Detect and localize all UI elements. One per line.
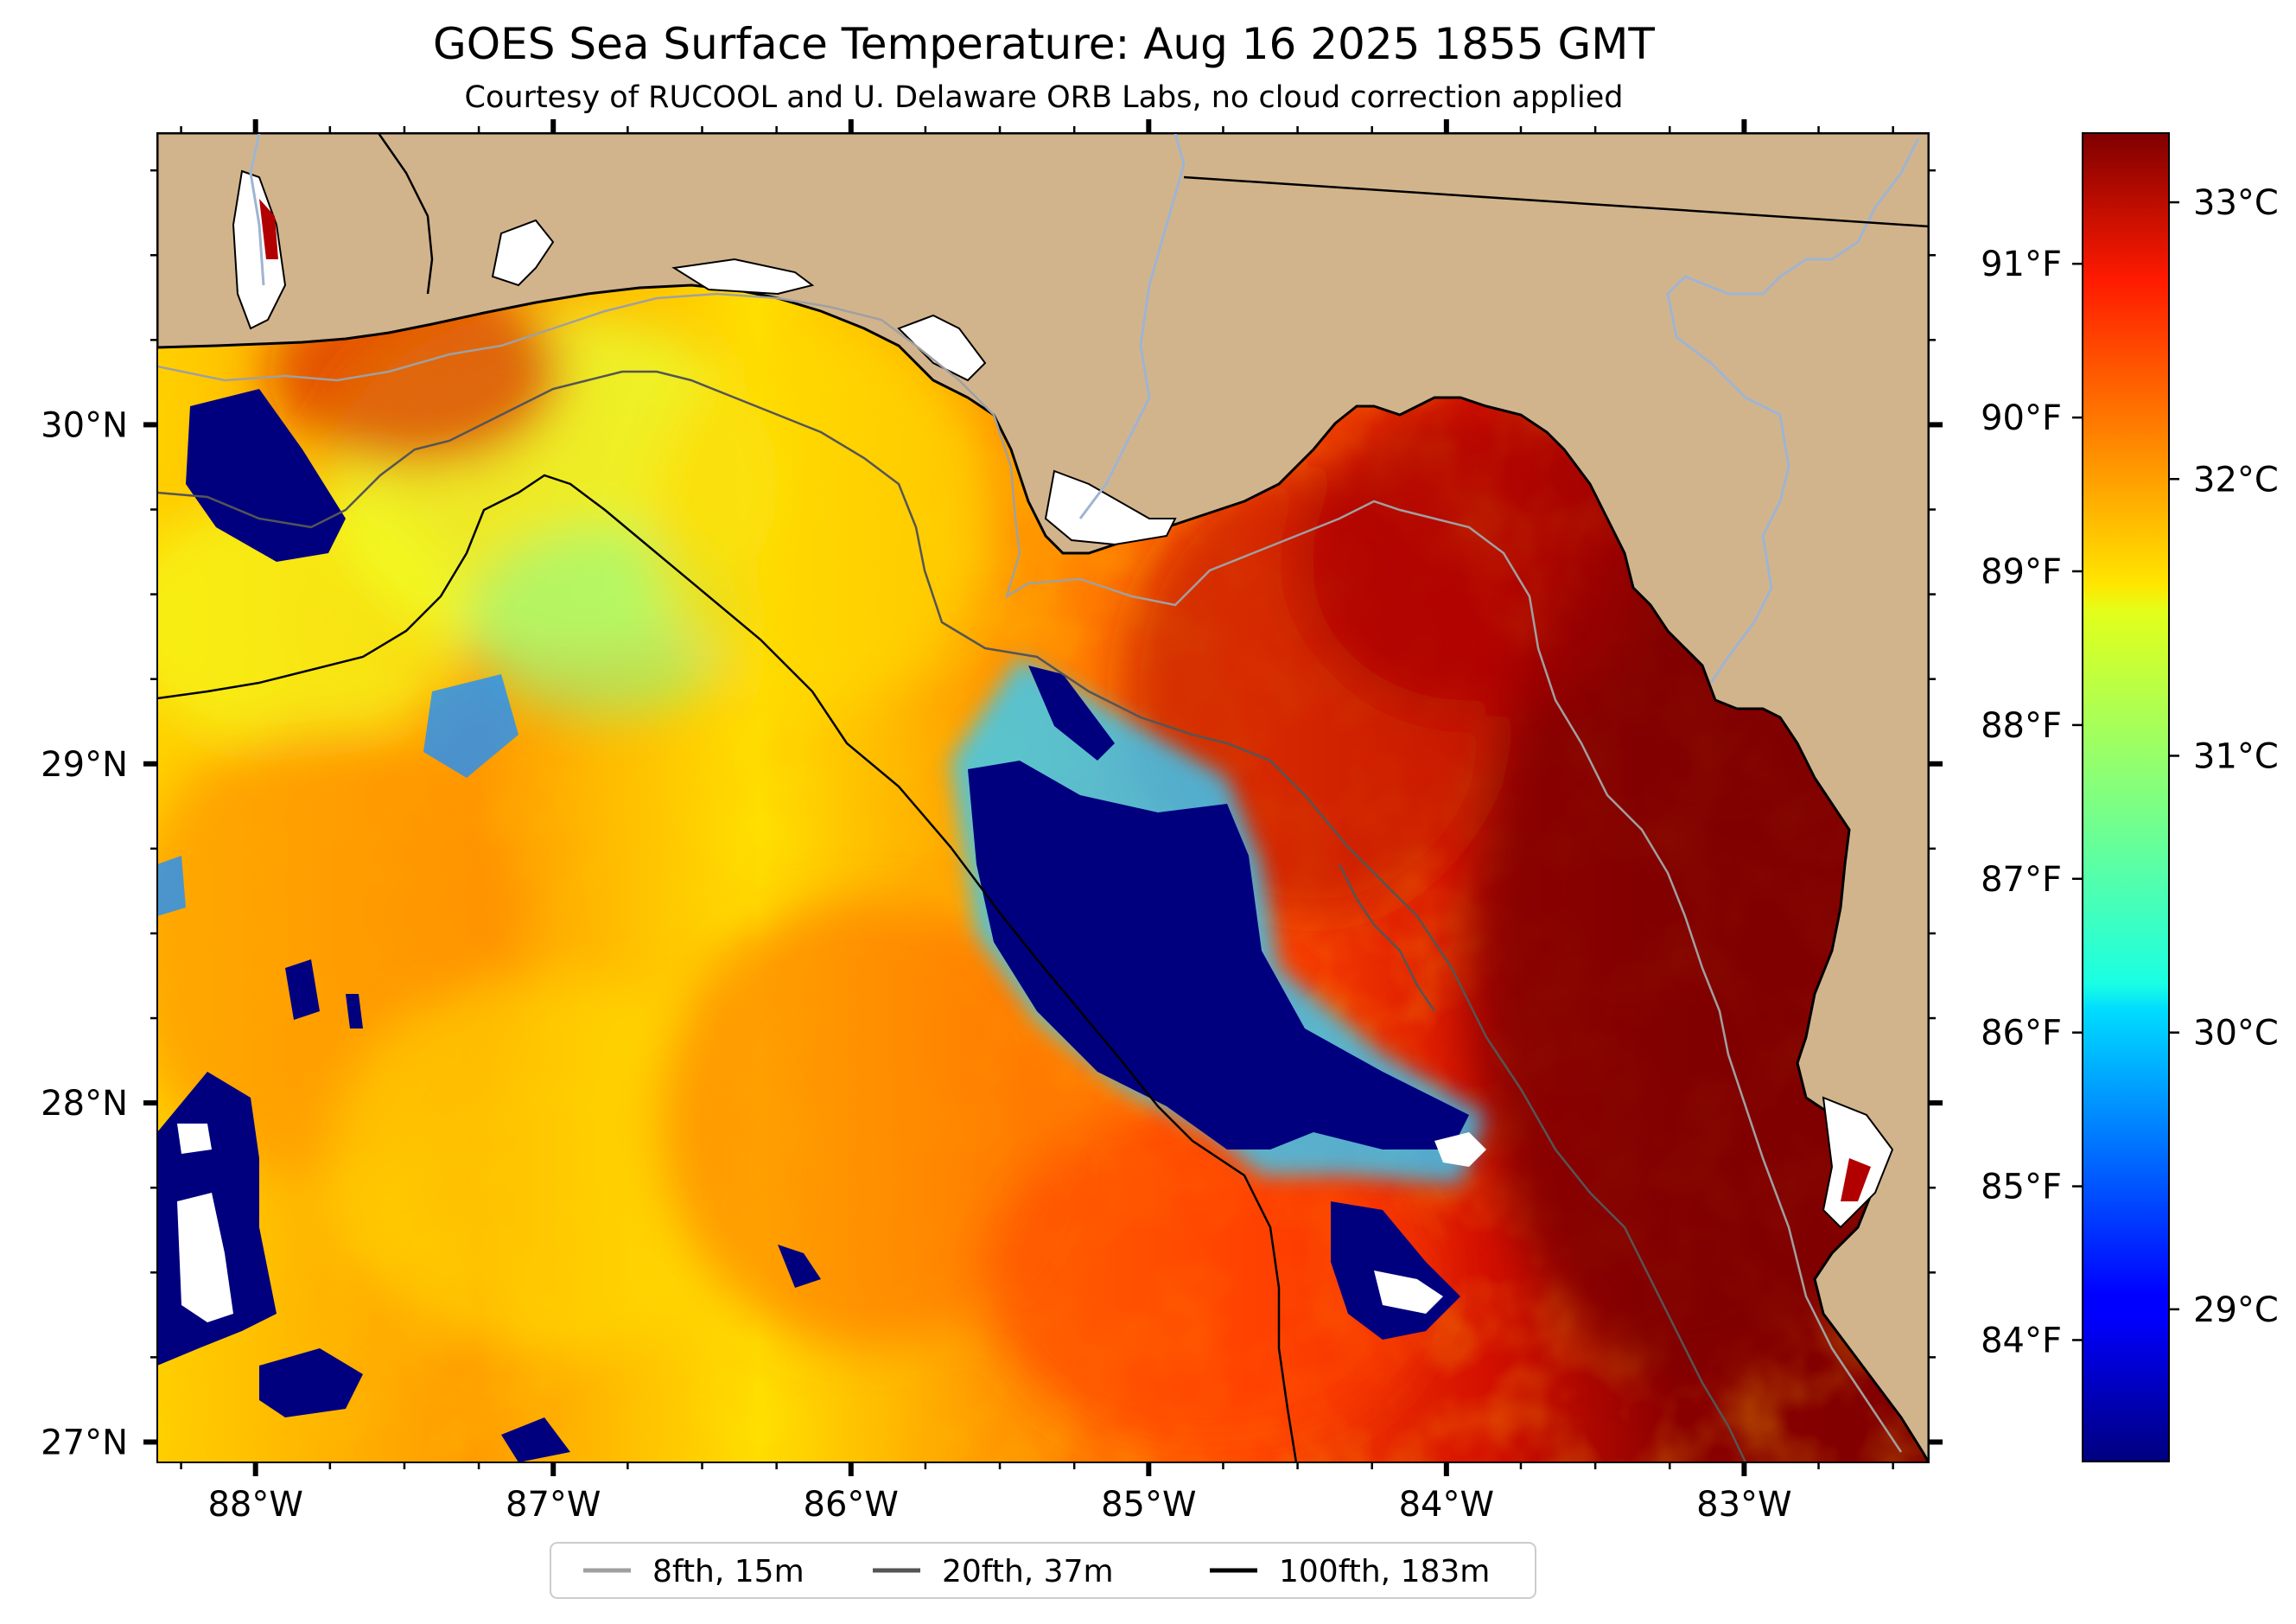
map-panel[interactable] xyxy=(121,133,1929,1462)
state-boundaries xyxy=(377,133,1929,295)
lon-tick-label: 86°W xyxy=(804,1485,899,1525)
lat-tick-label: 27°N xyxy=(41,1423,128,1462)
isobath-8fth xyxy=(157,292,1903,1453)
choctawhatchee-bay xyxy=(671,258,815,296)
lat-tick-label: 28°N xyxy=(41,1084,128,1124)
fahrenheit-tick-label: 91°F xyxy=(1981,245,2062,284)
map-subtitle: Courtesy of RUCOOL and U. Delaware ORB L… xyxy=(465,80,1624,115)
isobath-100fth xyxy=(157,474,1298,1462)
isobath-legend: 8fth, 15m 20fth, 37m 100fth, 183m xyxy=(550,1542,1536,1599)
celsius-tick-label: 30°C xyxy=(2193,1014,2279,1054)
tampa-bay-warm xyxy=(1841,1158,1871,1201)
lon-tick-label: 85°W xyxy=(1101,1485,1196,1525)
map-frame xyxy=(156,132,1930,1463)
celsius-tick-label: 31°C xyxy=(2193,736,2279,776)
mobile-bay-warm xyxy=(259,199,278,259)
legend-label: 20fth, 37m xyxy=(942,1554,1114,1589)
legend-box xyxy=(550,1542,1536,1599)
lon-tick-label: 88°W xyxy=(207,1485,302,1525)
map-axis-labels: 88°W 87°W 86°W 85°W 84°W 83°W 30°N 29°N 28°N 27°N xyxy=(41,405,1791,1525)
fahrenheit-tick-label: 86°F xyxy=(1981,1014,2062,1054)
fahrenheit-tick-label: 84°F xyxy=(1981,1321,2062,1360)
lon-tick-label: 83°W xyxy=(1696,1485,1791,1525)
map-title: GOES Sea Surface Temperature: Aug 16 202… xyxy=(433,19,1655,69)
fahrenheit-tick-label: 85°F xyxy=(1981,1168,2062,1207)
fahrenheit-tick-label: 88°F xyxy=(1981,706,2062,746)
lat-tick-label: 30°N xyxy=(41,405,128,445)
legend-label: 100fth, 183m xyxy=(1279,1554,1490,1589)
fahrenheit-tick-label: 87°F xyxy=(1981,860,2062,900)
missing-data xyxy=(177,1124,1486,1322)
pensacola-bay xyxy=(491,219,555,287)
apalachicola-bay xyxy=(1044,469,1177,546)
colorbar-gradient xyxy=(2082,132,2170,1462)
mobile-bay-water xyxy=(232,169,287,330)
map-axis-ticks xyxy=(143,119,1943,1476)
celsius-tick-label: 33°C xyxy=(2193,183,2279,223)
lat-tick-label: 29°N xyxy=(41,745,128,785)
lon-tick-label: 87°W xyxy=(506,1485,601,1525)
legend-label: 8fth, 15m xyxy=(652,1554,805,1589)
fahrenheit-tick-label: 89°F xyxy=(1981,552,2062,592)
rivers xyxy=(249,133,1920,684)
colorbar-ticks: 33°C 32°C 31°C 30°C 29°C 91°F 90°F 89°F 88°F 87°F… xyxy=(1981,183,2279,1360)
celsius-tick-label: 29°C xyxy=(2193,1290,2279,1330)
colorbar: 33°C 32°C 31°C 30°C 29°C 91°F 90°F 89°F 88°F 87°F… xyxy=(1981,132,2279,1462)
land xyxy=(157,133,1929,1462)
celsius-tick-label: 32°C xyxy=(2193,460,2279,500)
isobath-20fth xyxy=(157,370,1747,1462)
fahrenheit-tick-label: 90°F xyxy=(1981,398,2062,438)
st-andrew-bay xyxy=(897,314,987,382)
lon-tick-label: 84°W xyxy=(1399,1485,1494,1525)
